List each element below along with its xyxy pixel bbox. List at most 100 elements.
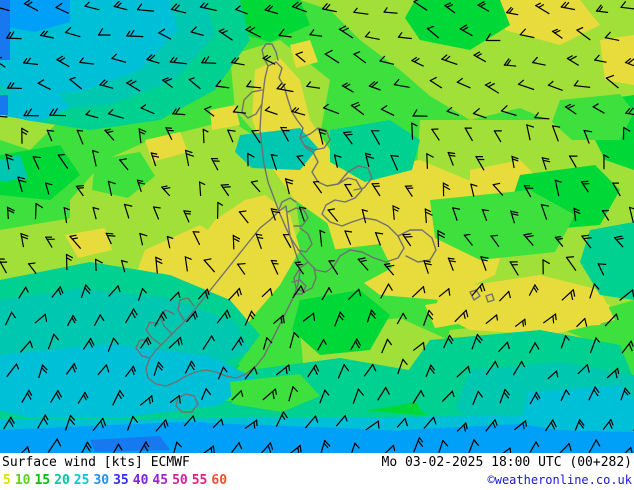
wind-barb bbox=[153, 361, 164, 376]
wind-barb bbox=[383, 262, 395, 276]
wind-barb bbox=[423, 416, 437, 429]
wind-barb bbox=[20, 127, 29, 144]
wind-barb bbox=[551, 125, 561, 142]
wind-barb bbox=[338, 25, 354, 39]
wind-barb bbox=[523, 184, 534, 198]
wind-barb bbox=[280, 126, 290, 142]
wind-barb bbox=[216, 201, 224, 219]
wind-barb bbox=[291, 106, 306, 116]
wind-barb bbox=[298, 206, 307, 222]
legend-tick-45[interactable]: 45 bbox=[152, 473, 169, 488]
legend-tick-5[interactable]: 5 bbox=[3, 473, 11, 488]
wind-barb bbox=[282, 233, 292, 249]
wind-barb bbox=[37, 414, 49, 429]
wind-barb bbox=[169, 56, 187, 65]
wind-barb bbox=[302, 312, 316, 322]
wind-barb bbox=[390, 154, 399, 171]
wind-barb bbox=[350, 101, 365, 116]
wind-barb bbox=[190, 26, 204, 37]
wind-barb bbox=[111, 53, 127, 63]
legend-tick-35[interactable]: 35 bbox=[113, 473, 129, 488]
wind-barb bbox=[65, 362, 78, 375]
wind-barb bbox=[472, 107, 487, 119]
wind-barb bbox=[21, 389, 33, 404]
wind-barb bbox=[150, 152, 160, 167]
wind-barb bbox=[5, 31, 22, 40]
wind-barb bbox=[459, 24, 473, 37]
wind-barb bbox=[534, 112, 550, 120]
wind-barb bbox=[505, 6, 519, 16]
wind-barb bbox=[4, 311, 17, 326]
wind-barb bbox=[423, 259, 432, 274]
legend-tick-10[interactable]: 10 bbox=[14, 473, 31, 488]
wind-barb bbox=[124, 365, 137, 378]
wind-barb bbox=[34, 202, 44, 220]
wind-barb bbox=[183, 210, 192, 223]
wind-barb bbox=[621, 340, 634, 354]
wind-barb bbox=[368, 80, 381, 91]
wind-barb bbox=[540, 203, 550, 220]
wind-barb bbox=[84, 1, 100, 11]
wind-barb bbox=[262, 388, 277, 401]
legend-tick-40[interactable]: 40 bbox=[132, 473, 149, 488]
legend-tick-15[interactable]: 15 bbox=[34, 473, 51, 488]
wind-barb bbox=[350, 338, 362, 351]
wind-barb bbox=[517, 79, 535, 91]
wind-barb bbox=[512, 360, 526, 376]
wind-barb bbox=[438, 439, 449, 453]
legend-tick-20[interactable]: 20 bbox=[54, 473, 70, 488]
surface-wind-map[interactable] bbox=[0, 0, 634, 453]
wind-barb bbox=[38, 364, 48, 379]
wind-barb bbox=[231, 441, 243, 453]
wind-barb bbox=[37, 79, 51, 91]
wind-barb bbox=[318, 128, 327, 145]
wind-barb bbox=[317, 338, 327, 351]
wind-barb bbox=[334, 311, 345, 327]
wind-barb bbox=[92, 417, 107, 432]
wind-barb bbox=[443, 334, 454, 349]
wind-barb bbox=[107, 108, 124, 119]
wind-barb bbox=[321, 286, 333, 301]
wind-barb bbox=[215, 79, 230, 89]
wind-barb bbox=[619, 289, 634, 301]
wind-barb bbox=[270, 259, 279, 275]
wind-barb bbox=[113, 0, 128, 11]
wind-barb bbox=[155, 256, 163, 274]
legend-scale[interactable]: 5 10 15 20 25 30 35 40 45 50 55 60 bbox=[3, 473, 231, 488]
wind-barb bbox=[50, 389, 63, 403]
legend-tick-60[interactable]: 60 bbox=[211, 473, 228, 488]
wind-barb bbox=[480, 256, 489, 271]
legend-tick-30[interactable]: 30 bbox=[93, 473, 110, 488]
wind-barb bbox=[112, 389, 125, 406]
wind-barb bbox=[477, 0, 490, 12]
legend-tick-50[interactable]: 50 bbox=[172, 473, 188, 488]
wind-barb bbox=[576, 26, 591, 41]
map-title: Surface wind [kts] ECMWF bbox=[2, 455, 190, 470]
wind-barb bbox=[203, 258, 216, 273]
wind-barb bbox=[454, 309, 469, 323]
wind-barb bbox=[620, 387, 631, 401]
wind-barb bbox=[595, 4, 609, 14]
legend-tick-25[interactable]: 25 bbox=[73, 473, 90, 488]
wind-barb bbox=[166, 235, 174, 249]
wind-barb bbox=[498, 290, 512, 302]
wind-barb bbox=[69, 234, 82, 250]
wind-barb bbox=[136, 179, 146, 192]
wind-barb bbox=[547, 370, 559, 380]
legend-tick-55[interactable]: 55 bbox=[191, 473, 208, 488]
wind-barb bbox=[413, 436, 424, 453]
wind-barb bbox=[296, 154, 306, 167]
wind-barb bbox=[443, 2, 456, 14]
wind-barb bbox=[307, 364, 320, 378]
wind-barb bbox=[347, 288, 362, 301]
wind-barb bbox=[392, 205, 400, 220]
wind-barb bbox=[92, 206, 100, 220]
wind-barb bbox=[200, 56, 217, 64]
wind-barb bbox=[262, 54, 276, 65]
wind-barb bbox=[381, 338, 393, 354]
wind-barb bbox=[514, 318, 527, 328]
wind-barb bbox=[64, 26, 81, 38]
wind-barb bbox=[620, 1, 634, 10]
wind-barb bbox=[560, 335, 570, 349]
wind-barb bbox=[55, 2, 69, 14]
